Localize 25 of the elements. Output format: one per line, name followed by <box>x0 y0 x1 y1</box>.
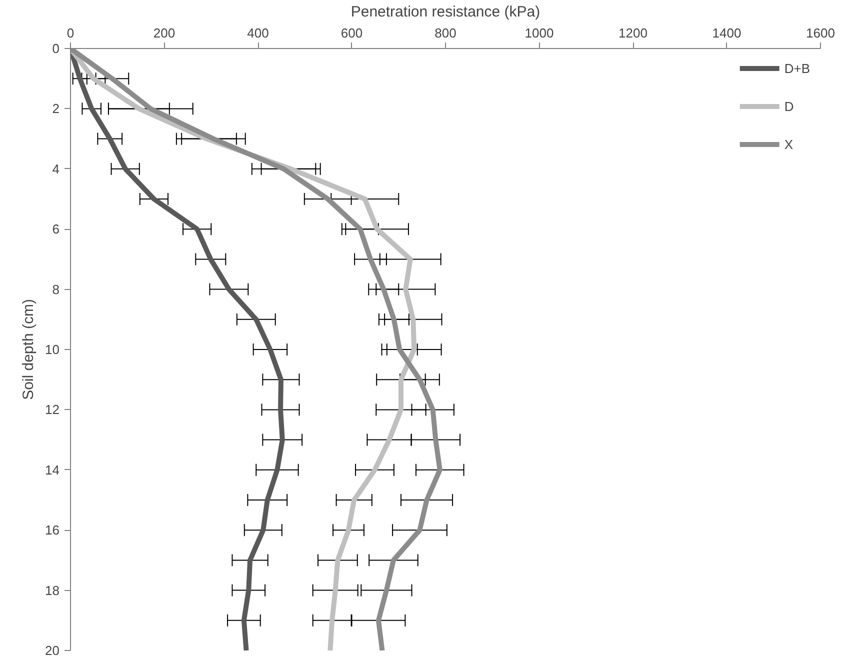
y-tick-label: 8 <box>52 282 60 297</box>
x-tick-label: 800 <box>434 26 456 40</box>
y-tick-label: 4 <box>52 161 60 176</box>
legend-label: D+B <box>784 60 810 76</box>
y-tick-label: 16 <box>45 522 60 538</box>
y-axis-title: Soil depth (cm) <box>20 299 38 400</box>
legend-label: D <box>784 98 795 114</box>
x-tick-label: 1200 <box>618 26 648 40</box>
y-tick-label: 14 <box>45 462 60 478</box>
x-tick-label: 200 <box>153 26 176 40</box>
y-tick-label: 20 <box>45 643 60 658</box>
x-tick-label: 0 <box>66 26 74 40</box>
y-tick-label: 18 <box>45 582 60 598</box>
x-axis-title: Penetration resistance (kPa) <box>350 4 540 20</box>
y-tick-label: 12 <box>45 402 60 418</box>
y-tick-label: 0 <box>52 41 60 56</box>
legend-label: X <box>784 136 794 152</box>
x-tick-label: 400 <box>247 26 269 40</box>
x-tick-label: 1400 <box>712 26 742 40</box>
x-tick-label: 1000 <box>524 26 554 40</box>
y-tick-label: 2 <box>52 101 60 116</box>
y-tick-label: 10 <box>45 342 60 357</box>
x-tick-label: 600 <box>340 26 363 40</box>
y-tick-label: 6 <box>52 222 60 237</box>
x-tick-label: 1600 <box>806 26 835 40</box>
